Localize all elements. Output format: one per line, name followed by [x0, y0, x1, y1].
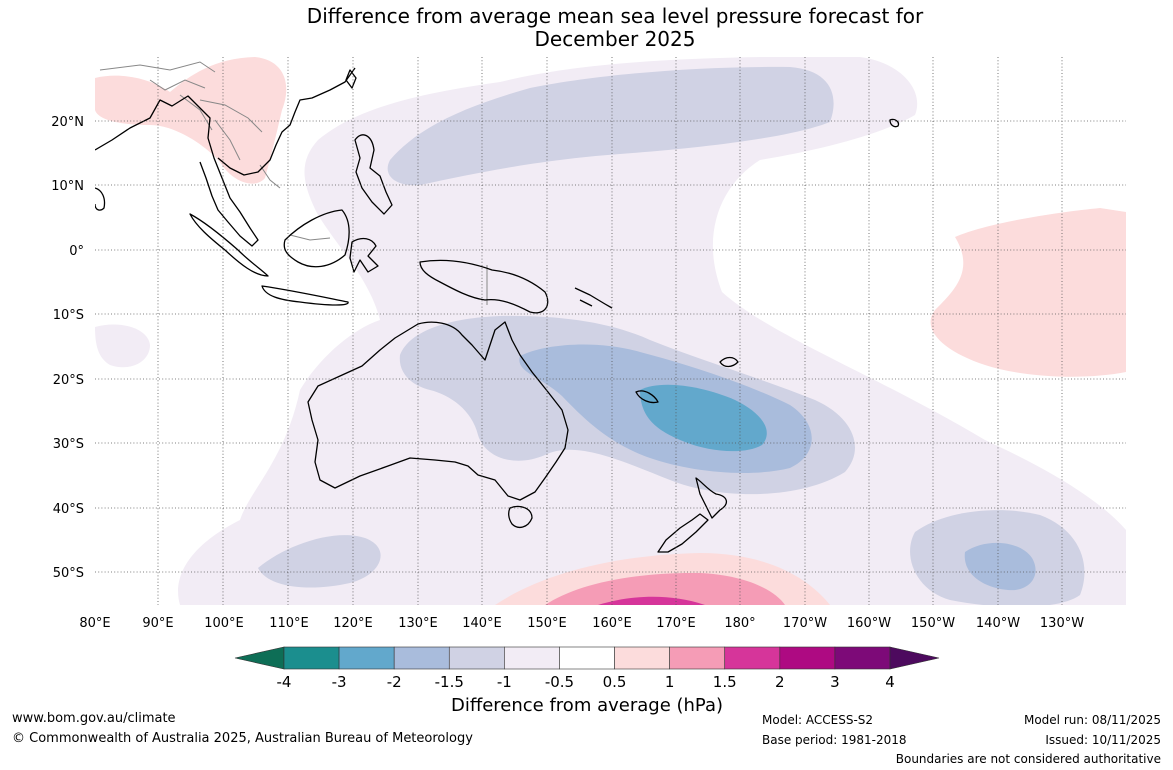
colorbar-tick-label: 3 — [830, 673, 840, 690]
lon-label-110e: 110°E — [269, 616, 309, 631]
anomaly-region-plus05-eastpacific — [930, 208, 1126, 377]
colorbar-tick-label: -3 — [332, 673, 347, 690]
country-borders — [99, 61, 488, 305]
lon-label-170w: 170°W — [783, 616, 827, 631]
footer-model: Model: ACCESS-S2 — [762, 713, 874, 727]
anomaly-region-minus1-north — [387, 66, 834, 186]
colorbar-over-triangle — [889, 646, 940, 670]
lat-label-10s: 10°S — [53, 308, 84, 323]
latitude-labels: 20°N 10°N 0° 10°S 20°S 30°S 40°S 50°S — [51, 115, 84, 581]
coast-philippines — [354, 134, 393, 215]
lon-label-130e: 130°E — [398, 616, 438, 631]
lon-label-90e: 90°E — [142, 616, 173, 631]
graticule — [95, 57, 1126, 605]
coast-new-guinea — [419, 259, 549, 314]
lon-label-160w: 160°W — [847, 616, 891, 631]
coast-fiji — [719, 356, 739, 368]
coast-sri-lanka — [95, 187, 106, 211]
lon-label-140w: 140°W — [976, 616, 1020, 631]
coast-new-caledonia — [635, 390, 659, 404]
lon-label-80e: 80°E — [79, 616, 110, 631]
colorbar-segment — [779, 646, 836, 670]
coast-solomon-islands — [574, 287, 613, 309]
lon-label-170e: 170°E — [656, 616, 696, 631]
anomaly-region-plus15-south — [598, 596, 705, 605]
colorbar-tick-label: -1 — [497, 673, 512, 690]
pressure-anomaly-shading — [95, 57, 1126, 605]
longitude-labels: 80°E 90°E 100°E 110°E 120°E 130°E 140°E … — [79, 616, 1084, 631]
colorbar-segments — [283, 646, 891, 670]
coast-hawaii — [889, 118, 900, 128]
anomaly-region-plus1-south — [545, 572, 785, 605]
map-title: Difference from average mean sea level p… — [195, 5, 1035, 51]
lat-label-40s: 40°S — [53, 502, 84, 517]
colorbar-segment — [448, 646, 505, 670]
colorbar-segment — [338, 646, 395, 670]
lon-label-150w: 150°W — [911, 616, 955, 631]
footer-issued: Issued: 10/11/2025 — [1045, 733, 1161, 747]
lat-label-20n: 20°N — [51, 115, 84, 130]
coast-sulawesi — [349, 237, 379, 273]
footer-website: www.bom.gov.au/climate — [12, 711, 176, 726]
coast-asia-mainland — [95, 67, 356, 247]
lon-label-180: 180° — [724, 616, 755, 631]
colorbar-tick-label: -1.5 — [435, 673, 464, 690]
colorbar-tick-label: -0.5 — [545, 673, 574, 690]
anomaly-region-minus2-core — [640, 384, 767, 452]
lat-label-10n: 10°N — [51, 179, 84, 194]
footer-disclaimer: Boundaries are not considered authoritat… — [895, 752, 1161, 766]
colorbar-tick-label: 1 — [665, 673, 675, 690]
lon-label-120e: 120°E — [333, 616, 373, 631]
colorbar-tick-label: 4 — [885, 673, 895, 690]
footer-model-run: Model run: 08/11/2025 — [1023, 713, 1161, 727]
title-line-2: December 2025 — [534, 27, 696, 51]
lat-label-30s: 30°S — [53, 437, 84, 452]
anomaly-region-minus05-west — [95, 324, 150, 368]
map-figure: 20°N 10°N 0° 10°S 20°S 30°S 40°S 50°S 80… — [51, 57, 1126, 690]
lat-label-50s: 50°S — [53, 566, 84, 581]
colorbar-tick-label: 1.5 — [713, 673, 737, 690]
colorbar: -4 -3 -2 -1.5 -1 -0.5 0.5 1 1.5 2 3 4 — [234, 646, 940, 690]
lat-label-20s: 20°S — [53, 373, 84, 388]
colorbar-segment — [504, 646, 560, 670]
coast-sumatra — [189, 213, 269, 277]
coast-new-zealand-north — [695, 477, 727, 519]
lon-label-130w: 130°W — [1040, 616, 1084, 631]
map-area — [95, 57, 1126, 605]
colorbar-segment — [283, 646, 340, 670]
footer-base-period: Base period: 1981-2018 — [762, 733, 907, 747]
anomaly-region-minus05-main — [178, 57, 1126, 605]
coast-australia — [307, 321, 569, 501]
anomaly-region-minus15-southeast — [964, 542, 1036, 591]
coast-java — [261, 285, 349, 306]
colorbar-tick-label: -2 — [387, 673, 402, 690]
footer-copyright: © Commonwealth of Australia 2025, Austra… — [12, 731, 473, 746]
colorbar-segment — [669, 646, 726, 670]
colorbar-tick-label: -4 — [277, 673, 292, 690]
lon-label-100e: 100°E — [204, 616, 244, 631]
colorbar-under-triangle — [234, 646, 285, 670]
coast-taiwan — [345, 69, 357, 89]
colorbar-title: Difference from average (hPa) — [450, 695, 724, 716]
colorbar-segment — [393, 646, 450, 670]
coast-new-zealand-south — [657, 513, 709, 553]
lon-label-150e: 150°E — [527, 616, 567, 631]
colorbar-segment — [724, 646, 781, 670]
lat-label-0: 0° — [69, 244, 84, 259]
colorbar-tick-label: 2 — [775, 673, 785, 690]
lon-label-160e: 160°E — [592, 616, 632, 631]
anomaly-region-minus1-southwest — [258, 535, 381, 588]
colorbar-tick-labels: -4 -3 -2 -1.5 -1 -0.5 0.5 1 1.5 2 3 4 — [277, 673, 895, 690]
colorbar-tick-label: 0.5 — [603, 673, 627, 690]
colorbar-segment — [559, 646, 615, 670]
lon-label-140e: 140°E — [462, 616, 502, 631]
title-line-1: Difference from average mean sea level p… — [306, 4, 924, 28]
colorbar-segment — [834, 646, 891, 670]
colorbar-segment — [614, 646, 670, 670]
coastlines — [95, 67, 900, 553]
coast-borneo — [283, 209, 350, 268]
anomaly-region-plus05-asia — [95, 57, 287, 184]
